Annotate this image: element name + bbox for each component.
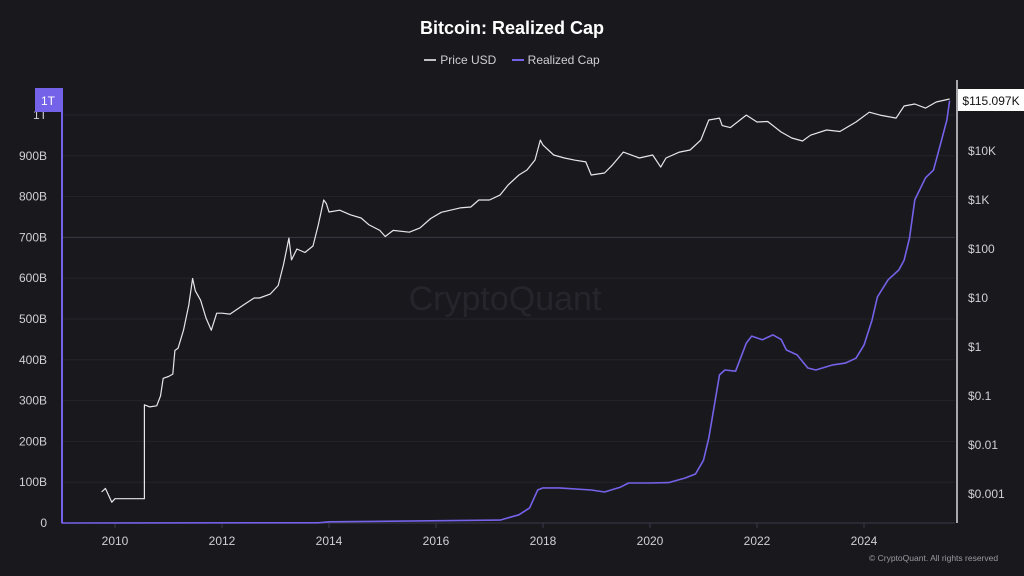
right-tick-label: $1K	[968, 193, 989, 207]
chart-title: Bitcoin: Realized Cap	[419, 18, 605, 38]
right-current-value-badge	[958, 89, 1024, 111]
left-tick-label: 800B	[19, 190, 47, 204]
left-tick-label: 600B	[19, 271, 47, 285]
left-current-value-badge	[35, 88, 61, 112]
right-tick-label: $1	[968, 340, 982, 354]
legend-label-realized-cap: Realized Cap	[527, 53, 600, 67]
legend-item-realized-cap[interactable]: Realized Cap	[511, 53, 600, 67]
legend-swatch-realized-cap	[511, 59, 524, 61]
left-tick-label: 100B	[19, 475, 47, 489]
x-tick-label: 2016	[423, 534, 450, 548]
left-tick-label: 400B	[19, 353, 47, 367]
x-tick-label: 2010	[102, 534, 129, 548]
right-tick-label: $100	[968, 242, 995, 256]
legend: Price USD Realized Cap	[0, 50, 1024, 67]
left-tick-label: 700B	[19, 230, 47, 244]
legend-item-price[interactable]: Price USD	[424, 53, 496, 67]
left-tick-label: 200B	[19, 434, 47, 448]
watermark: CryptoQuant	[409, 280, 602, 318]
legend-label-price: Price USD	[440, 53, 497, 67]
x-tick-label: 2020	[637, 534, 664, 548]
right-current-value: $115.097K	[962, 94, 1019, 108]
price-usd-line	[101, 98, 950, 503]
left-current-value: 1T	[41, 94, 56, 108]
x-tick-label: 2014	[316, 534, 343, 548]
right-tick-label: $0.1	[968, 389, 992, 403]
x-tick-label: 2018	[530, 534, 557, 548]
x-tick-label: 2024	[851, 534, 878, 548]
copyright: © CryptoQuant. All rights reserved	[869, 553, 999, 563]
right-tick-label: $10K	[968, 144, 996, 158]
left-tick-label: 0	[40, 516, 47, 530]
realized-cap-line	[61, 100, 951, 524]
legend-swatch-price	[424, 59, 437, 61]
x-tick-label: 2012	[209, 534, 236, 548]
left-tick-label: 900B	[19, 149, 47, 163]
right-tick-label: $0.01	[968, 438, 998, 452]
left-tick-label: 500B	[19, 312, 47, 326]
right-tick-label: $0.001	[968, 487, 1005, 501]
right-tick-label: $10	[968, 291, 988, 305]
left-tick-label: 300B	[19, 394, 47, 408]
x-tick-label: 2022	[744, 534, 771, 548]
